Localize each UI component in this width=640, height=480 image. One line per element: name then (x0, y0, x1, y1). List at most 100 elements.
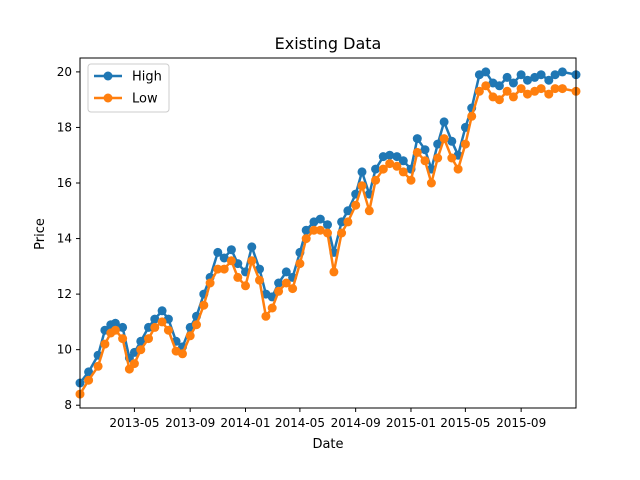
data-point-low (247, 256, 257, 266)
data-point-high (544, 75, 554, 85)
data-point-low (84, 375, 94, 385)
data-point-low (523, 89, 532, 99)
legend-marker-low (103, 93, 113, 103)
data-point-low (453, 164, 463, 174)
data-point-high (150, 314, 160, 324)
data-point-low (144, 334, 153, 344)
x-tick-label: 2015-09 (496, 416, 546, 430)
data-point-low (392, 161, 402, 171)
data-point-high (281, 267, 291, 277)
legend-marker-high (103, 71, 113, 81)
data-point-low (150, 322, 160, 332)
data-point-low (178, 349, 187, 359)
data-point-low (192, 320, 201, 330)
data-point-low (226, 256, 236, 266)
data-point-low (295, 259, 305, 269)
y-tick-label: 12 (57, 287, 72, 301)
x-axis: 2013-05 2013-09 2014-01 2014-05 2014-09 2015-… (109, 408, 546, 430)
data-point-low (205, 278, 215, 288)
data-point-low (136, 345, 146, 355)
data-point-high (301, 225, 311, 235)
data-point-low (536, 84, 546, 94)
data-point-low (241, 281, 250, 291)
x-tick-label: 2014-01 (220, 416, 270, 430)
data-point-low (315, 225, 325, 235)
data-point-high (274, 278, 284, 288)
data-point-high (343, 206, 353, 216)
data-point-low (323, 228, 332, 238)
data-point-low (494, 95, 504, 105)
data-point-low (110, 325, 120, 335)
data-point-low (329, 267, 339, 277)
legend-label-high: High (132, 70, 162, 85)
data-point-high (412, 134, 422, 144)
data-point-low (544, 89, 554, 99)
data-point-high (136, 336, 146, 346)
data-point-high (523, 75, 532, 85)
data-point-low (351, 200, 361, 210)
data-point-high (323, 220, 332, 230)
data-point-high (557, 67, 567, 77)
y-tick-label: 14 (57, 232, 72, 246)
data-point-low (93, 361, 103, 371)
data-point-low (550, 84, 560, 94)
data-point-low (364, 206, 374, 216)
data-point-low (508, 92, 518, 102)
data-point-low (185, 331, 195, 341)
legend: High Low (87, 63, 170, 113)
data-point-low (420, 156, 430, 166)
data-point-low (267, 303, 277, 313)
data-point-low (467, 111, 477, 121)
data-point-high (385, 150, 395, 160)
x-tick-label: 2014-05 (275, 416, 325, 430)
data-point-high (226, 245, 236, 255)
data-point-high (398, 156, 408, 166)
data-point-high (247, 242, 257, 252)
y-tick-label: 16 (57, 176, 72, 190)
data-point-low (343, 217, 353, 227)
data-point-low (481, 81, 491, 91)
data-point-high (118, 322, 128, 332)
data-point-high (447, 136, 457, 146)
data-point-low (371, 175, 381, 185)
data-point-high (392, 152, 402, 162)
data-point-high (502, 72, 512, 82)
data-point-low (378, 164, 388, 174)
x-tick-label: 2013-09 (165, 416, 215, 430)
legend-label-low: Low (132, 92, 158, 107)
data-point-low (255, 275, 264, 285)
data-point-low (233, 272, 243, 282)
data-point-low (118, 334, 128, 344)
data-point-high (84, 367, 94, 377)
chart-title: Existing Data (275, 34, 382, 53)
data-point-low (281, 278, 291, 288)
y-tick-label: 18 (57, 120, 72, 134)
y-tick-label: 10 (57, 343, 72, 357)
data-point-low (474, 86, 484, 96)
data-point-low (157, 317, 167, 327)
data-point-low (337, 228, 347, 238)
data-point-low (357, 181, 367, 191)
x-tick-label: 2015-01 (386, 416, 436, 430)
y-tick-label: 8 (64, 398, 72, 412)
data-point-high (550, 70, 560, 80)
data-point-high (481, 67, 491, 77)
y-axis-label: Price (33, 218, 48, 250)
y-tick-label: 20 (57, 65, 72, 79)
data-point-low (309, 225, 319, 235)
data-point-low (460, 139, 470, 149)
data-point-low (412, 147, 422, 157)
data-point-low (163, 325, 173, 335)
data-point-high (433, 139, 443, 149)
data-point-low (516, 84, 526, 94)
data-point-high (337, 217, 347, 227)
y-axis: 8 10 12 14 16 18 20 (57, 65, 80, 412)
data-point-high (439, 117, 449, 127)
data-point-high (516, 70, 526, 80)
data-point-high (357, 167, 367, 177)
data-point-high (371, 164, 381, 174)
axes-frame (79, 57, 577, 409)
data-point-high (213, 247, 223, 257)
